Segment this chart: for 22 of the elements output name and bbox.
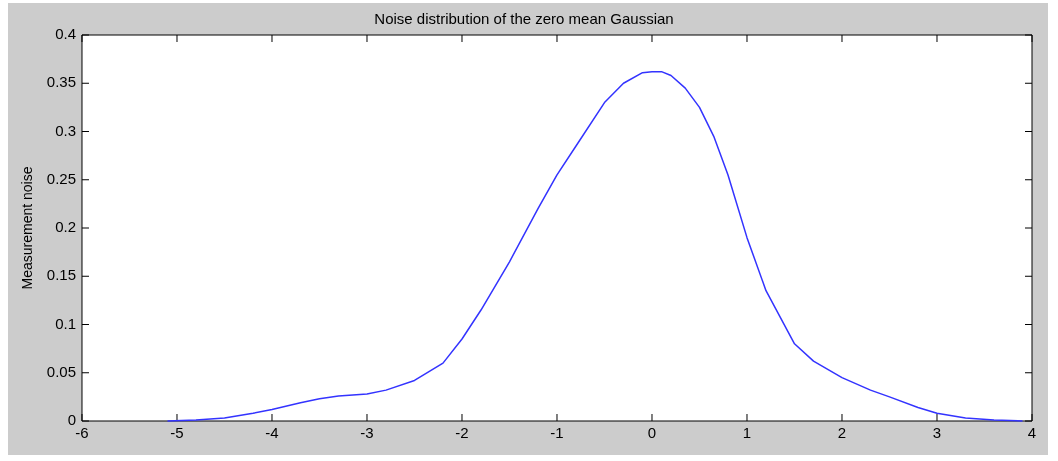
x-tick-label: -3 bbox=[360, 424, 374, 442]
x-tick-label: -1 bbox=[550, 424, 564, 442]
x-tick-label: -6 bbox=[75, 424, 89, 442]
x-tick-label: -2 bbox=[455, 424, 469, 442]
x-tick-label: 0 bbox=[647, 424, 657, 442]
x-tick-label: 1 bbox=[742, 424, 752, 442]
y-tick-label: 0 bbox=[67, 411, 76, 429]
chart-title: Noise distribution of the zero mean Gaussian bbox=[374, 10, 674, 28]
y-tick-label: 0.05 bbox=[46, 362, 76, 380]
y-tick-label: 0.15 bbox=[46, 266, 76, 284]
y-axis-title: Measurement noise bbox=[19, 166, 36, 290]
x-tick-label: -4 bbox=[265, 424, 279, 442]
x-tick-label: 3 bbox=[932, 424, 942, 442]
y-tick-label: 0.2 bbox=[55, 218, 76, 236]
x-tick-label: 2 bbox=[837, 424, 847, 442]
y-tick-label: 0.35 bbox=[46, 73, 76, 91]
y-tick-label: 0.1 bbox=[55, 314, 76, 332]
y-tick-label: 0.4 bbox=[55, 25, 76, 43]
y-tick-label: 0.3 bbox=[55, 121, 76, 139]
x-tick-label: 4 bbox=[1027, 424, 1037, 442]
y-tick-label: 0.25 bbox=[46, 169, 76, 187]
x-tick-label: -5 bbox=[170, 424, 184, 442]
